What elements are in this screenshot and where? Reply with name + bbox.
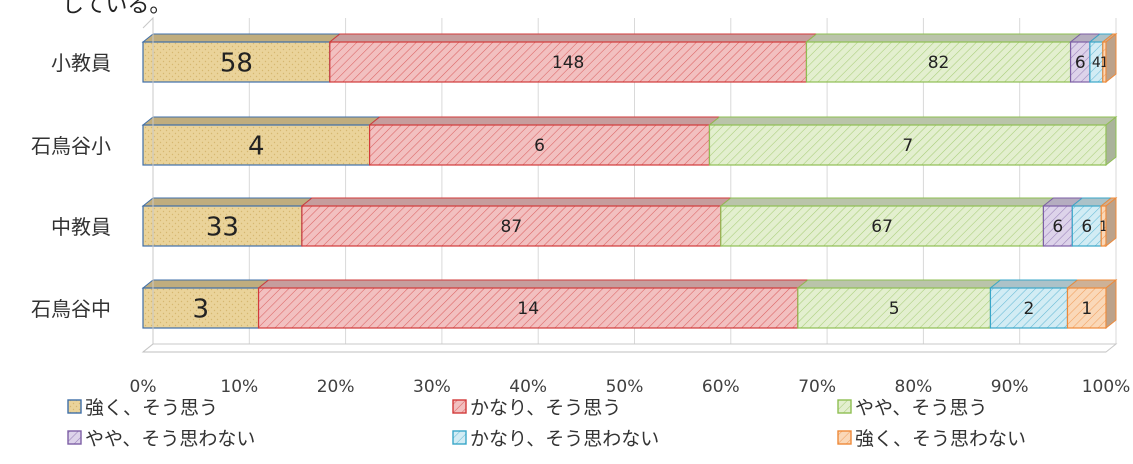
bar-segment-top	[300, 197, 733, 207]
legend-swatch	[452, 430, 467, 445]
bar-segment	[1066, 287, 1107, 329]
x-tick-label: 80%	[895, 377, 933, 397]
chart-wall	[142, 16, 154, 353]
bar-segment-top	[805, 33, 1082, 43]
data-label: 6	[1081, 217, 1092, 237]
data-label: 14	[517, 299, 539, 319]
data-label: 1	[1081, 299, 1092, 319]
bar-segment-top	[368, 116, 721, 126]
x-tick-label: 0%	[130, 377, 157, 397]
bar-segment	[142, 124, 371, 166]
bar-side	[1105, 115, 1117, 167]
data-label: 6	[534, 136, 545, 156]
legend-label: 強く、そう思う	[85, 397, 218, 419]
data-label: 5	[889, 299, 900, 319]
legend-label: やや、そう思う	[855, 397, 987, 419]
data-label: 67	[871, 217, 893, 237]
x-tick-label: 70%	[798, 377, 836, 397]
x-tick-label: 60%	[702, 377, 740, 397]
legend-label: かなり、そう思わない	[470, 428, 659, 450]
data-label: 2	[1024, 299, 1035, 319]
legend-swatch	[837, 399, 852, 414]
category-label: 石鳥谷小	[31, 134, 111, 158]
data-label: 6	[1075, 53, 1086, 73]
category-label: 中教員	[51, 215, 111, 239]
bar-segment-top	[257, 279, 810, 289]
bar-segment-top	[141, 33, 342, 43]
data-label: 33	[206, 212, 239, 242]
chart-floor	[141, 343, 1118, 353]
data-label: 1	[1100, 55, 1109, 71]
bar-segment-top	[796, 279, 1002, 289]
data-label: 7	[902, 136, 913, 156]
clipped-caption-text: している。	[62, 0, 171, 18]
data-label: 58	[220, 48, 253, 78]
x-tick-label: 90%	[991, 377, 1029, 397]
bars: 58 148 82 6 4 14 6 733 87 67 6 6 13 14 5 2 1	[141, 32, 1118, 330]
bar-segment	[797, 287, 992, 329]
bar-segment	[301, 205, 722, 247]
x-tick-label: 20%	[317, 377, 355, 397]
data-label: 82	[928, 53, 950, 73]
bar-segment	[1042, 205, 1073, 247]
legend-swatch	[837, 430, 852, 445]
bar-segment-top	[719, 197, 1055, 207]
bar-side	[1105, 32, 1117, 84]
bar-segment	[257, 287, 799, 329]
data-label: 148	[552, 53, 584, 73]
bar-segment	[368, 124, 711, 166]
x-tick-label: 40%	[509, 377, 547, 397]
bar-segment-top	[708, 116, 1118, 126]
bar-segment-top	[141, 279, 270, 289]
legend-swatch	[67, 399, 82, 414]
legend-label: かなり、そう思う	[470, 397, 621, 419]
bar-segment	[989, 287, 1069, 329]
bar-side	[1105, 278, 1117, 330]
bar-side	[1105, 196, 1117, 248]
category-label: 小教員	[51, 51, 111, 75]
x-tick-label: 30%	[413, 377, 451, 397]
x-tick-label: 100%	[1082, 377, 1131, 397]
axes: 0% 10% 20% 30% 40% 50% 60% 70% 80% 90% 100% 小教員石鳥谷小…	[31, 16, 1131, 397]
bar-segment	[1071, 205, 1102, 247]
bar-segment	[142, 41, 331, 83]
bar-segment-top	[328, 33, 818, 43]
data-label: 3	[193, 294, 210, 324]
x-tick-label: 10%	[220, 377, 258, 397]
x-tick-label: 50%	[606, 377, 644, 397]
bar-segment	[720, 205, 1045, 247]
legend-label: 強く、そう思わない	[855, 428, 1026, 450]
bar-segment-top	[141, 116, 382, 126]
data-label: 1	[1099, 219, 1108, 235]
legend-swatch	[67, 430, 82, 445]
data-label: 87	[501, 217, 523, 237]
bar-segment	[142, 205, 303, 247]
bar-segment	[329, 41, 808, 83]
category-label: 石鳥谷中	[31, 297, 111, 321]
bar-segment-top	[141, 197, 314, 207]
data-label: 4	[1092, 55, 1101, 71]
legend-label: やや、そう思わない	[85, 428, 255, 450]
data-label: 6	[1052, 217, 1063, 237]
legend-swatch	[452, 399, 467, 414]
bar-segment-top	[989, 279, 1079, 289]
bar-segment	[142, 287, 260, 329]
data-label: 4	[248, 131, 265, 161]
